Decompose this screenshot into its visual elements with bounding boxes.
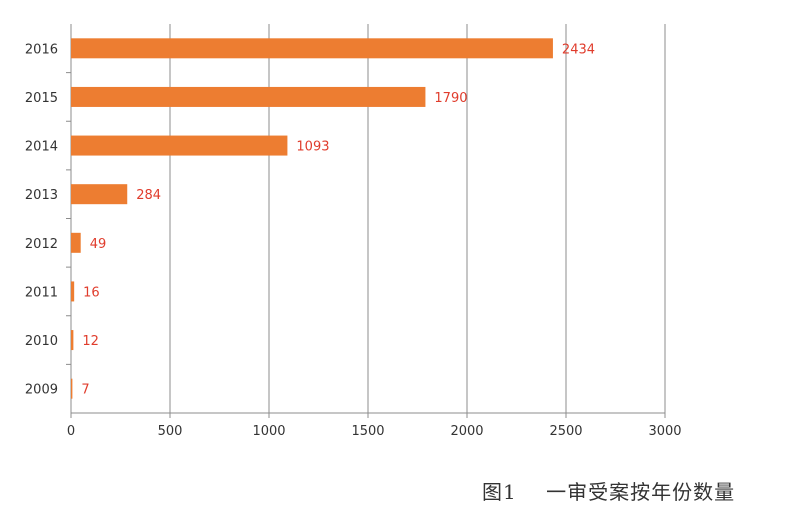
data-label: 2434 <box>562 42 595 57</box>
data-label: 284 <box>136 188 161 203</box>
bar <box>71 232 81 253</box>
category-label: 2011 <box>25 285 58 300</box>
category-labels: 2016 2015 2014 2013 2012 2011 2010 2009 <box>25 42 58 397</box>
bar <box>71 86 426 107</box>
gridlines <box>169 24 666 413</box>
x-tick-labels: 0 500 1000 1500 2000 2500 3000 <box>67 424 682 439</box>
data-label: 16 <box>83 285 100 300</box>
x-tick-label: 3000 <box>648 424 681 439</box>
x-tick-label: 0 <box>67 424 75 439</box>
data-label: 12 <box>82 334 99 349</box>
figure-caption: 图1 一审受案按年份数量 <box>482 480 736 504</box>
x-tick-label: 2000 <box>450 424 483 439</box>
bar-chart: 2016 2015 2014 2013 2012 2011 2010 2009 0 500 100… <box>25 24 682 439</box>
bar <box>71 184 128 205</box>
x-tick-label: 2500 <box>549 424 582 439</box>
data-label: 1093 <box>296 140 329 155</box>
category-label: 2016 <box>25 42 58 57</box>
bar <box>71 330 74 351</box>
category-label: 2014 <box>25 140 58 155</box>
bar <box>71 135 288 156</box>
data-label: 49 <box>90 237 107 252</box>
axes <box>66 24 666 418</box>
bars <box>71 38 553 399</box>
data-labels: 2434 1790 1093 284 49 16 12 7 <box>81 42 595 397</box>
data-label: 1790 <box>434 91 467 106</box>
bar <box>71 281 75 302</box>
x-tick-label: 1500 <box>351 424 384 439</box>
x-tick-label: 500 <box>158 424 183 439</box>
data-label: 7 <box>81 383 89 398</box>
x-tick-label: 1000 <box>252 424 285 439</box>
category-label: 2012 <box>25 237 58 252</box>
bar <box>71 38 553 59</box>
category-label: 2015 <box>25 91 58 106</box>
category-label: 2010 <box>25 334 58 349</box>
category-label: 2013 <box>25 188 58 203</box>
category-label: 2009 <box>25 383 58 398</box>
bar <box>71 378 73 399</box>
